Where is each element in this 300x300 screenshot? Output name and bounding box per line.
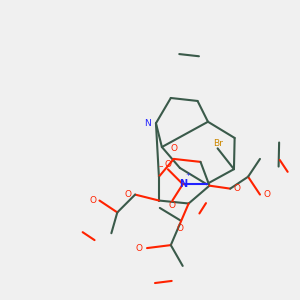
Text: O: O bbox=[164, 160, 171, 169]
Text: O: O bbox=[169, 200, 176, 209]
Text: O: O bbox=[263, 190, 271, 199]
Text: O: O bbox=[89, 196, 97, 205]
Text: Br: Br bbox=[213, 140, 223, 148]
Text: N: N bbox=[179, 179, 187, 189]
Text: +: + bbox=[185, 172, 190, 177]
Text: –: – bbox=[158, 162, 163, 171]
Text: O: O bbox=[170, 144, 177, 153]
Text: O: O bbox=[136, 244, 142, 253]
Text: O: O bbox=[124, 190, 132, 199]
Text: O: O bbox=[234, 184, 241, 193]
Text: N: N bbox=[144, 119, 151, 128]
Text: O: O bbox=[176, 224, 183, 233]
